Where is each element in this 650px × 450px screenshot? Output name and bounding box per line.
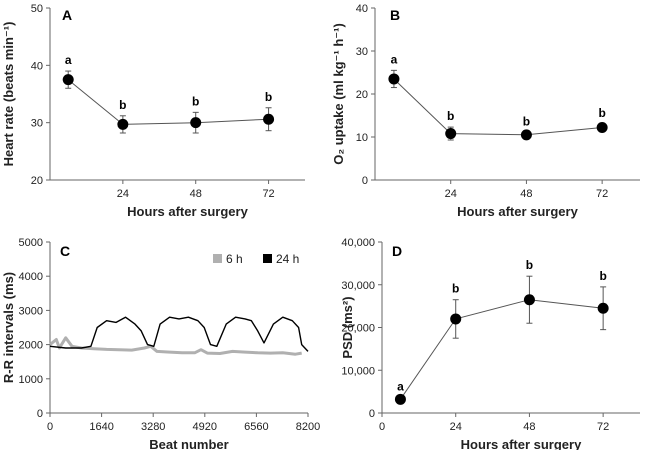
x-tick-label: 72 [596, 188, 608, 200]
y-tick-label: 10 [356, 132, 368, 144]
panel-label: C [60, 243, 70, 259]
legend-swatch [213, 254, 222, 263]
significance-label: b [599, 269, 606, 283]
significance-label: a [397, 380, 404, 394]
data-point [388, 73, 400, 85]
y-tick-label: 1000 [19, 374, 43, 386]
y-tick-label: 20 [356, 89, 368, 101]
series-line [67, 79, 269, 125]
y-tick-label: 0 [369, 408, 375, 420]
legend-label: 6 h [226, 252, 243, 266]
y-tick-label: 20 [31, 175, 43, 187]
x-tick-label: 8200 [296, 421, 320, 433]
data-point [445, 128, 457, 140]
y-axis-label: PSD (ms²) [340, 296, 355, 358]
y-tick-label: 4000 [19, 271, 43, 283]
x-tick-label: 6560 [244, 421, 268, 433]
x-tick-label: 24 [117, 188, 129, 200]
significance-label: b [452, 282, 459, 296]
data-point [394, 393, 406, 405]
significance-label: b [119, 98, 126, 112]
data-point [520, 129, 532, 141]
significance-label: b [447, 109, 454, 123]
legend: 6 h 24 h [213, 252, 299, 266]
significance-label: b [526, 258, 533, 272]
y-tick-label: 30 [31, 118, 43, 130]
x-tick-label: 72 [597, 421, 609, 433]
y-tick-label: 30 [356, 46, 368, 58]
series-line-24h [49, 316, 309, 352]
panel-d: 0 10,000 20,000 30,000 40,000 0 24 48 72 Hours af… [340, 237, 640, 450]
x-tick-label: 48 [523, 421, 535, 433]
legend-swatch [263, 254, 272, 263]
y-axis-label: Heart rate (beats min⁻¹) [1, 22, 16, 167]
x-tick-label: 48 [520, 188, 532, 200]
series-line [393, 78, 603, 136]
x-tick-label: 1640 [89, 421, 113, 433]
x-tick-label: 24 [445, 188, 457, 200]
significance-label: b [192, 94, 199, 108]
panel-c: 0 1000 2000 3000 4000 5000 0 1640 3280 4920 6560 82… [1, 237, 320, 450]
y-tick-label: 40 [356, 3, 368, 15]
y-tick-label: 40 [31, 60, 43, 72]
x-tick-label: 4920 [193, 421, 217, 433]
significance-label: a [65, 53, 72, 67]
y-tick-label: 0 [362, 175, 368, 187]
x-tick-label: 0 [379, 421, 385, 433]
x-tick-label: 72 [262, 188, 274, 200]
y-tick-label: 3000 [19, 305, 43, 317]
significance-label: b [265, 90, 272, 104]
y-axis-label: O₂ uptake (ml kg⁻¹ h⁻¹) [331, 23, 346, 165]
panel-label: D [392, 243, 402, 259]
data-point [263, 113, 275, 125]
y-tick-label: 5000 [19, 237, 43, 249]
x-tick-label: 3280 [141, 421, 165, 433]
series-line-6h [49, 336, 302, 356]
y-tick-label: 20,000 [341, 323, 375, 335]
data-point [117, 118, 129, 130]
x-tick-label: 0 [47, 421, 53, 433]
panel-b: 0 10 20 30 40 24 48 72 Hours after surgery O₂ upt… [331, 3, 640, 219]
panel-label: B [390, 7, 400, 23]
x-tick-label: 24 [450, 421, 462, 433]
significance-label: b [523, 114, 530, 128]
y-tick-label: 2000 [19, 340, 43, 352]
y-tick-label: 0 [37, 408, 43, 420]
data-point [523, 294, 535, 306]
y-tick-label: 30,000 [341, 280, 375, 292]
panel-a: 20 30 40 50 24 48 72 Hours after surgery Heart r… [1, 3, 305, 219]
x-tick-label: 48 [190, 188, 202, 200]
y-tick-label: 50 [31, 3, 43, 15]
legend-label: 24 h [276, 252, 299, 266]
data-point [450, 313, 462, 325]
data-point [597, 302, 609, 314]
data-point [596, 122, 608, 134]
panel-label: A [62, 7, 72, 23]
y-tick-label: 10,000 [341, 365, 375, 377]
x-axis-label: Hours after surgery [461, 437, 582, 450]
series-line [399, 299, 604, 400]
significance-label: a [391, 52, 398, 66]
y-axis-label: R-R intervals (ms) [1, 272, 16, 383]
significance-label: b [598, 106, 605, 120]
y-tick-label: 40,000 [341, 237, 375, 249]
x-axis-label: Beat number [149, 437, 228, 450]
data-point [62, 74, 74, 86]
x-axis-label: Hours after surgery [457, 204, 578, 219]
data-point [190, 117, 202, 129]
x-axis-label: Hours after surgery [127, 204, 248, 219]
